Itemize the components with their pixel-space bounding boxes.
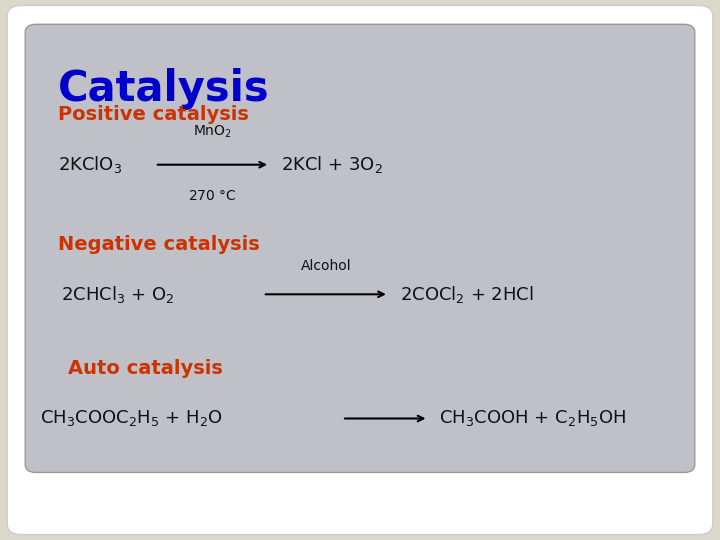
Text: 2KCl + 3O$_2$: 2KCl + 3O$_2$	[281, 154, 383, 175]
Text: 270 $\degree$C: 270 $\degree$C	[188, 189, 237, 203]
Text: CH$_3$COOC$_2$H$_5$ + H$_2$O: CH$_3$COOC$_2$H$_5$ + H$_2$O	[40, 408, 222, 429]
Text: CH$_3$COOH + C$_2$H$_5$OH: CH$_3$COOH + C$_2$H$_5$OH	[439, 408, 626, 429]
Text: Auto catalysis: Auto catalysis	[68, 359, 223, 378]
Text: Catalysis: Catalysis	[58, 68, 269, 110]
Text: Negative catalysis: Negative catalysis	[58, 235, 259, 254]
Text: 2KClO$_3$: 2KClO$_3$	[58, 154, 122, 175]
Text: Positive catalysis: Positive catalysis	[58, 105, 248, 124]
Text: MnO$_2$: MnO$_2$	[193, 124, 232, 140]
Text: Alcohol: Alcohol	[301, 259, 351, 273]
Text: 2COCl$_2$ + 2HCl: 2COCl$_2$ + 2HCl	[400, 284, 534, 305]
Text: 2CHCl$_3$ + O$_2$: 2CHCl$_3$ + O$_2$	[61, 284, 175, 305]
